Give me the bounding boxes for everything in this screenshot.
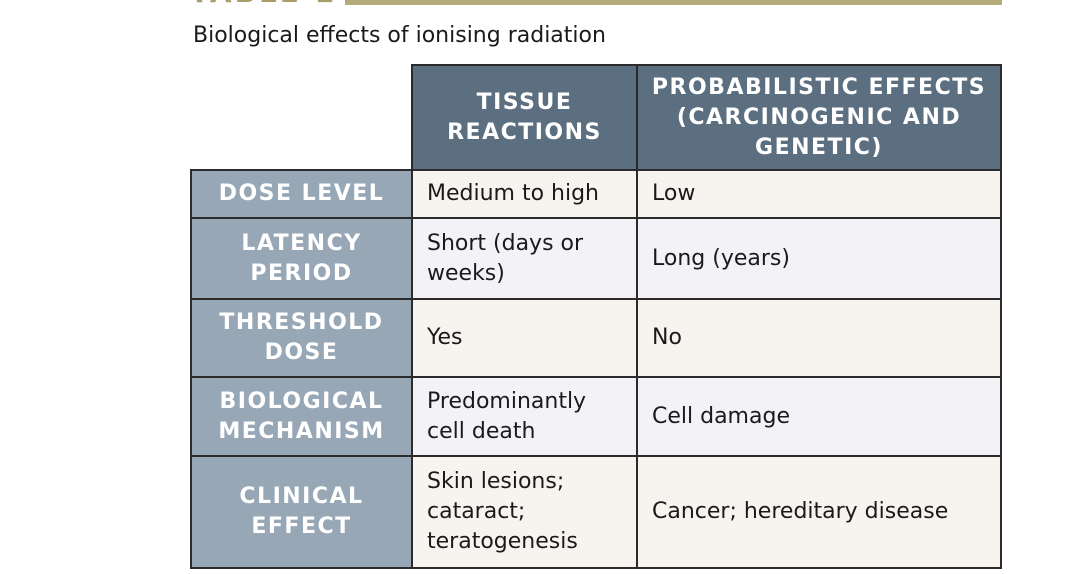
- row-header-label: CLINICAL EFFECT: [239, 484, 364, 539]
- row-header-clinical-effect: CLINICAL EFFECT: [190, 455, 413, 569]
- cell-biological-mechanism-probabilistic: Cell damage: [636, 376, 1002, 457]
- cell-text: No: [652, 325, 682, 350]
- row-header-label: BIOLOGICAL MECHANISM: [218, 388, 385, 444]
- column-header-tissue-reactions: TISSUE REACTIONS: [411, 64, 638, 171]
- cell-threshold-dose-tissue: Yes: [411, 298, 638, 378]
- cell-text: Low: [652, 181, 696, 206]
- row-header-dose-level: DOSE LEVEL: [190, 169, 413, 219]
- cell-clinical-effect-tissue: Skin lesions; cataract; teratogenesis: [411, 455, 638, 569]
- column-header-probabilistic-effects: PROBABILISTIC EFFECTS (CARCINOGENIC AND …: [636, 64, 1002, 171]
- row-header-label: THRESHOLD DOSE: [219, 310, 384, 365]
- cell-text: Short (days or weeks): [427, 230, 584, 286]
- cell-threshold-dose-probabilistic: No: [636, 298, 1002, 378]
- row-header-threshold-dose: THRESHOLD DOSE: [190, 298, 413, 378]
- cell-text: Medium to high: [427, 181, 600, 206]
- row-header-biological-mechanism: BIOLOGICAL MECHANISM: [190, 376, 413, 457]
- cell-dose-level-tissue: Medium to high: [411, 169, 638, 219]
- row-header-latency-period: LATENCY PERIOD: [190, 217, 413, 300]
- cell-text: Long (years): [652, 245, 790, 271]
- cell-latency-period-probabilistic: Long (years): [636, 217, 1002, 300]
- column-header-label: TISSUE REACTIONS: [447, 89, 602, 145]
- row-header-label: DOSE LEVEL: [218, 181, 385, 206]
- table-number-label: TABLE 1: [190, 0, 337, 8]
- cell-biological-mechanism-tissue: Predominantly cell death: [411, 376, 638, 457]
- cell-text: Predominantly cell death: [427, 388, 587, 444]
- cell-clinical-effect-probabilistic: Cancer; hereditary disease: [636, 455, 1002, 569]
- cell-text: Cell damage: [652, 403, 790, 429]
- cell-text: Skin lesions; cataract; teratogenesis: [427, 469, 578, 554]
- title-rule: [345, 0, 1002, 5]
- cell-latency-period-tissue: Short (days or weeks): [411, 217, 638, 300]
- column-header-label: PROBABILISTIC EFFECTS (CARCINOGENIC AND …: [651, 74, 987, 160]
- row-header-label: LATENCY PERIOD: [241, 230, 362, 286]
- cell-text: Yes: [427, 325, 463, 350]
- cell-dose-level-probabilistic: Low: [636, 169, 1002, 219]
- table-caption: Biological effects of ionising radiation: [193, 23, 606, 48]
- cell-text: Cancer; hereditary disease: [652, 499, 949, 524]
